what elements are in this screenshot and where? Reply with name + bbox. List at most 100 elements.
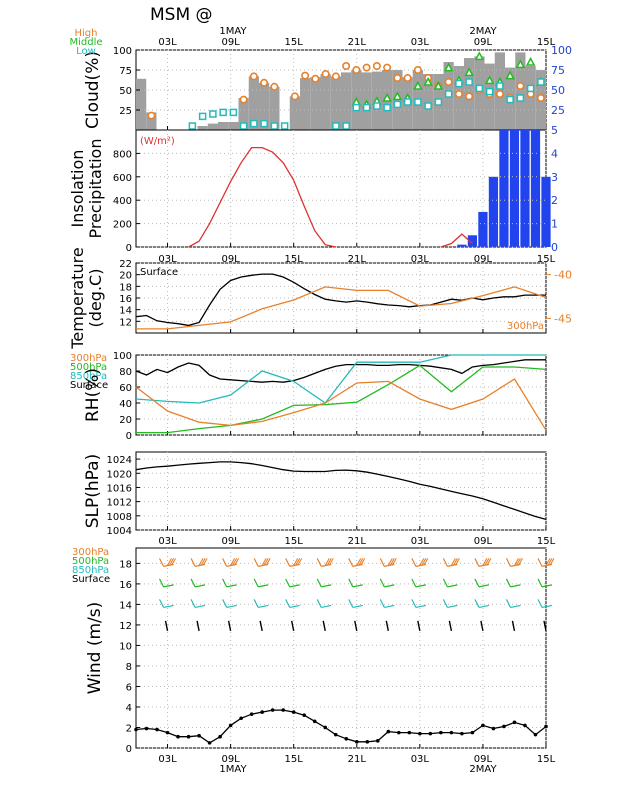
wind-barb-staff xyxy=(474,599,480,608)
wind-barb-shaft xyxy=(447,604,458,608)
wind-surface-point xyxy=(544,724,548,729)
cloud-total-bar xyxy=(146,112,157,130)
cloud-low-marker xyxy=(475,84,484,93)
wind-barb-shaft xyxy=(289,584,300,588)
cloud-ytick-label: 50 xyxy=(119,86,132,97)
cloud-total-bar xyxy=(218,122,229,130)
wind-barb-staff xyxy=(537,578,543,588)
wind-barb-feather xyxy=(202,558,208,566)
cloud-low-marker xyxy=(198,112,207,121)
wind-barb-500hpa xyxy=(505,578,521,588)
rh-ytick-label: 20 xyxy=(119,415,132,426)
wind-barb-shaft xyxy=(163,604,174,608)
wind-barb-feather xyxy=(517,558,523,566)
wind-barb-shaft xyxy=(415,584,426,588)
wind-barb-feather xyxy=(230,558,236,566)
wind-barb-feather xyxy=(358,558,364,566)
cloud-low-marker xyxy=(526,84,535,93)
cloud-low-marker xyxy=(414,98,422,106)
cloud-high-marker xyxy=(536,94,545,103)
wind-surface-point xyxy=(312,719,317,724)
rh-300hpa-line xyxy=(135,378,547,431)
wind-barb-staff xyxy=(285,578,291,588)
wind-barb-feather xyxy=(391,558,397,566)
wind-surface-point xyxy=(449,730,454,735)
cloud-total-bar xyxy=(310,77,321,130)
wind-barb-staff xyxy=(316,578,322,588)
cloud-high-marker xyxy=(239,95,248,104)
precip-right-tick-label: 4 xyxy=(551,147,558,160)
wind-time-xtick-label: 21L xyxy=(348,754,367,765)
wind-surface-point xyxy=(176,734,180,739)
wind-barb-feather xyxy=(263,558,269,566)
insolation-time-xtick-label: 09L xyxy=(474,254,493,265)
cloud-high-marker xyxy=(311,74,320,83)
wind-barb-staff xyxy=(190,558,196,567)
wind-surface-point xyxy=(249,712,254,716)
wind-surface-point xyxy=(281,708,285,712)
cloud-low-marker xyxy=(465,78,473,86)
wind-barb-300hpa xyxy=(222,558,240,567)
wind-barb-shaft xyxy=(163,584,174,588)
wind-barb-staff xyxy=(253,599,259,608)
wind-barb-surface xyxy=(385,620,389,632)
rh-ytick-label: 100 xyxy=(113,351,132,362)
wind-ytick-label: 4 xyxy=(126,703,132,714)
wind-barb-feather xyxy=(389,558,395,566)
cloud-high-marker xyxy=(403,74,412,83)
wind-surface-point xyxy=(239,716,243,721)
wind-barb-staff xyxy=(505,578,511,588)
wind-barb-staff xyxy=(411,558,417,567)
wind-barb-feather xyxy=(484,558,490,566)
wind-barb-500hpa xyxy=(285,578,300,588)
wind-barb-shaft xyxy=(478,584,490,588)
wind-surface-point xyxy=(533,732,538,737)
cloud-high-marker xyxy=(495,90,504,99)
wind-barb-feather xyxy=(387,558,393,566)
wind-barb-shaft xyxy=(541,584,553,588)
wind-barb-surface xyxy=(259,620,263,632)
temperature-300hpa-label: 300hPa xyxy=(507,321,544,332)
temperature-surface-label: Surface xyxy=(140,267,178,278)
wind-barb-shaft xyxy=(258,584,269,588)
wind-barb-500hpa xyxy=(253,578,269,588)
rh-legend-850hpa: 850hPa xyxy=(70,371,107,382)
wind-ytick-label: 12 xyxy=(119,621,132,632)
cloud-middle-marker xyxy=(484,75,495,85)
wind-panel: 0 2 4 6 8 10 12 14 16 18 300hPa500hPa850hPaSurface… xyxy=(72,547,556,765)
cloud-high-marker xyxy=(465,92,474,101)
precip-bar xyxy=(509,130,520,247)
wind-barb-feather xyxy=(454,558,460,566)
slp-ytick-label: 1012 xyxy=(107,498,132,509)
wind-barb-300hpa xyxy=(316,558,334,567)
precip-bar xyxy=(488,176,499,247)
wind-barb-staff xyxy=(480,620,484,632)
wind-barb-surface xyxy=(164,620,169,632)
wind-barb-staff xyxy=(411,599,417,608)
cloud-middle-marker xyxy=(515,59,526,69)
wind-barb-feather xyxy=(423,558,429,566)
cloud-low-marker xyxy=(219,108,227,117)
top-time-xtick-label: 03L xyxy=(158,37,177,48)
wind-barb-staff xyxy=(474,558,480,567)
slp-ytick-label: 1004 xyxy=(107,526,132,537)
wind-barb-staff xyxy=(196,620,200,632)
wind-surface-point xyxy=(218,734,222,739)
wind-barb-staff xyxy=(222,578,228,588)
wind-barb-500hpa xyxy=(442,578,458,588)
wind-barb-500hpa xyxy=(222,578,237,588)
wind-barb-feather xyxy=(265,558,271,566)
wind-barb-staff xyxy=(222,599,228,608)
wind-barb-300hpa xyxy=(348,558,366,567)
wind-barb-staff xyxy=(259,620,263,632)
insolation-line xyxy=(188,146,336,248)
date-label-top-1: 1MAY xyxy=(219,26,247,37)
wind-barb-staff xyxy=(505,558,511,567)
cloud-low-marker xyxy=(342,122,350,130)
date-label-top-2: 2MAY xyxy=(469,26,497,37)
cloud-high-marker xyxy=(516,82,525,91)
wind-barb-staff xyxy=(417,620,421,632)
wind-surface-point xyxy=(260,710,264,714)
wind-barb-300hpa xyxy=(190,558,208,567)
top-time-axis: 03L 09L 15L 21L 03L 09L 15L xyxy=(158,37,555,48)
